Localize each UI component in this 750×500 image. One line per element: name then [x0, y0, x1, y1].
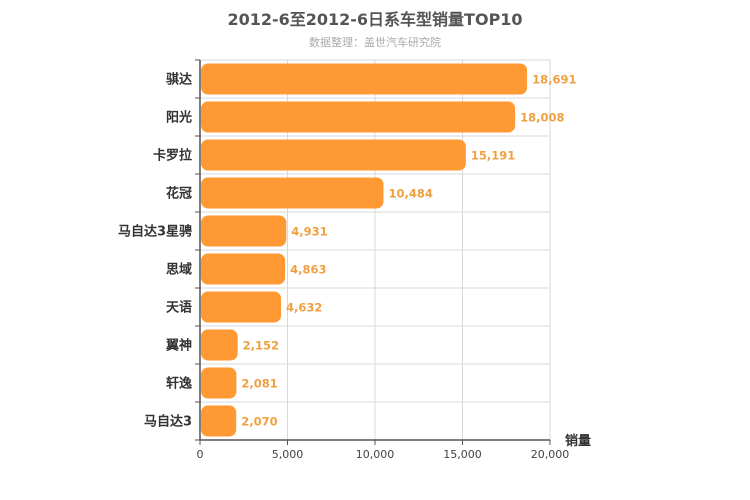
data-label: 4,931: [291, 225, 327, 239]
x-tick-label: 15,000: [443, 448, 482, 461]
x-tick-label: 5,000: [272, 448, 304, 461]
data-label: 4,863: [290, 263, 326, 277]
chart-title: 2012-6至2012-6日系车型销量TOP10: [227, 10, 523, 29]
bar: [201, 291, 282, 323]
category-label: 思域: [166, 262, 192, 278]
category-label: 天语: [166, 301, 192, 316]
category-label: 花冠: [166, 186, 192, 202]
category-label: 骐达: [166, 72, 192, 88]
category-label: 卡罗拉: [153, 148, 192, 164]
labels: 骐达 18,691 阳光 18,008 卡罗拉 15,191 花冠 10,484 马自达3星骋 4…: [118, 72, 577, 462]
x-tick-label: 0: [197, 448, 204, 461]
bar: [201, 139, 466, 171]
bar: [201, 329, 238, 361]
bar: [201, 367, 237, 399]
data-label: 18,691: [532, 73, 576, 87]
bars: [201, 63, 528, 437]
axes: [195, 59, 551, 445]
data-label: 2,070: [241, 415, 277, 429]
data-label: 18,008: [520, 111, 564, 125]
bar: [201, 253, 286, 285]
data-label: 10,484: [388, 187, 432, 201]
x-tick-label: 10,000: [356, 448, 395, 461]
bar: [201, 177, 384, 209]
x-axis-title: 销量: [565, 434, 592, 449]
data-label: 15,191: [471, 149, 515, 163]
data-label: 2,081: [241, 377, 277, 391]
category-label: 马自达3星骋: [118, 224, 192, 240]
category-label: 轩逸: [166, 376, 192, 392]
data-label: 4,632: [286, 301, 322, 315]
category-label: 阳光: [166, 110, 192, 126]
category-label: 马自达3: [144, 414, 192, 430]
bar: [201, 405, 237, 437]
bar: [201, 215, 287, 247]
grid-lines: [200, 59, 551, 441]
chart-subtitle: 数据整理：盖世汽车研究院: [309, 36, 441, 49]
bar: [201, 101, 516, 133]
category-label: 翼神: [165, 338, 192, 354]
data-label: 2,152: [243, 339, 279, 353]
x-tick-label: 20,000: [531, 448, 570, 461]
bar: [201, 63, 528, 95]
